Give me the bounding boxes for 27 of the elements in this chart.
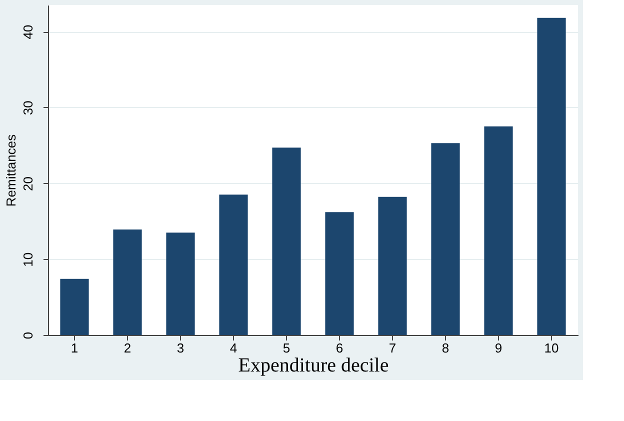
y-tick-label: 20 (20, 176, 36, 192)
x-tick-label: 6 (336, 340, 344, 356)
y-tick-label: 40 (20, 24, 36, 40)
y-tick-label: 0 (20, 332, 36, 340)
bar (272, 148, 301, 335)
x-tick-label: 9 (494, 340, 502, 356)
bar (60, 278, 89, 335)
bar (431, 143, 460, 335)
x-tick-label: 1 (70, 340, 78, 356)
x-tick-label: 4 (230, 340, 238, 356)
x-tick-label: 8 (442, 340, 450, 356)
x-tick-label: 2 (124, 340, 132, 356)
y-tick-label: 10 (20, 252, 36, 267)
bar (113, 230, 142, 335)
x-tick-label: 5 (282, 340, 290, 356)
bar (484, 126, 513, 335)
x-tick-label: 3 (176, 340, 184, 356)
bar (537, 18, 566, 335)
x-tick-label: 7 (388, 340, 396, 356)
bar (378, 196, 407, 335)
y-tick-label: 30 (20, 100, 36, 116)
bar (219, 194, 248, 335)
bar (166, 232, 195, 335)
x-tick-label: 10 (544, 340, 559, 356)
y-axis-title: Remittances (4, 134, 18, 207)
bar (325, 212, 354, 335)
x-axis-title: Expenditure decile (238, 354, 389, 376)
